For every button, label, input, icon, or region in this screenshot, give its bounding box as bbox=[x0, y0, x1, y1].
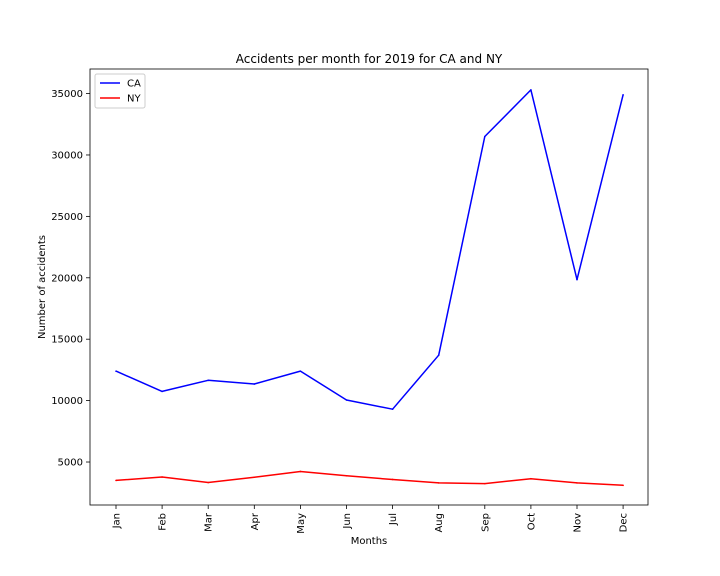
data-point-ny bbox=[253, 476, 256, 479]
data-point-ca bbox=[622, 93, 624, 96]
legend-label-ca: CA bbox=[127, 79, 141, 90]
legend: CA NY bbox=[94, 73, 146, 109]
data-point-ca bbox=[161, 390, 163, 393]
x-tick-label: Sep bbox=[480, 513, 491, 532]
data-point-ny bbox=[391, 478, 394, 481]
data-point-ca bbox=[391, 408, 394, 411]
x-tick-label: Apr bbox=[250, 512, 261, 530]
data-point-ca bbox=[437, 354, 440, 356]
data-point-ny bbox=[207, 481, 209, 484]
x-tick-label: Dec bbox=[619, 513, 630, 532]
plot-area: 5000 10000 15000 20000 25000 30000 35000 Jan Feb… bbox=[51, 68, 649, 534]
x-tick-label: Mar bbox=[204, 512, 215, 532]
data-point-ca bbox=[345, 399, 348, 401]
x-tick-label: Jun bbox=[342, 513, 353, 530]
chart-title: Accidents per month for 2019 for CA and … bbox=[236, 52, 503, 66]
data-point-ca bbox=[484, 135, 486, 138]
x-tick-label: May bbox=[296, 513, 307, 534]
data-point-ny bbox=[161, 476, 163, 478]
data-point-ny bbox=[345, 474, 348, 477]
y-axis-label: Number of accidents bbox=[37, 235, 48, 339]
x-tick-label: Jan bbox=[112, 513, 123, 529]
data-point-ny bbox=[299, 470, 302, 473]
plot-frame bbox=[89, 68, 649, 506]
data-point-ny bbox=[576, 482, 578, 484]
series-line-ny bbox=[115, 470, 624, 487]
data-point-ny bbox=[622, 484, 624, 487]
y-tick-label: 30000 bbox=[51, 150, 83, 161]
y-tick-label: 20000 bbox=[51, 273, 83, 284]
y-tick-label: 10000 bbox=[51, 396, 83, 407]
legend-label-ny: NY bbox=[127, 94, 141, 105]
data-point-ny bbox=[530, 477, 532, 480]
x-tick-label: Feb bbox=[158, 513, 169, 531]
data-point-ca bbox=[115, 370, 117, 372]
x-tick-label: Nov bbox=[573, 513, 584, 533]
data-point-ny bbox=[115, 479, 117, 482]
data-point-ca bbox=[530, 89, 532, 91]
data-point-ca bbox=[576, 278, 578, 281]
series-line-ca bbox=[115, 89, 624, 410]
y-tick-label: 5000 bbox=[58, 458, 83, 469]
data-point-ny bbox=[437, 482, 440, 484]
data-point-ny bbox=[484, 482, 486, 485]
x-axis-label: Months bbox=[351, 536, 388, 547]
data-point-ca bbox=[253, 383, 256, 385]
y-tick-label: 15000 bbox=[51, 335, 83, 346]
y-tick-label: 35000 bbox=[51, 89, 83, 100]
y-tick-label: 25000 bbox=[51, 212, 83, 223]
x-tick-label: Oct bbox=[526, 513, 537, 530]
data-point-ca bbox=[299, 370, 302, 372]
data-point-ca bbox=[207, 379, 209, 382]
x-tick-label: Aug bbox=[434, 513, 445, 533]
x-tick-label: Jul bbox=[388, 513, 399, 526]
